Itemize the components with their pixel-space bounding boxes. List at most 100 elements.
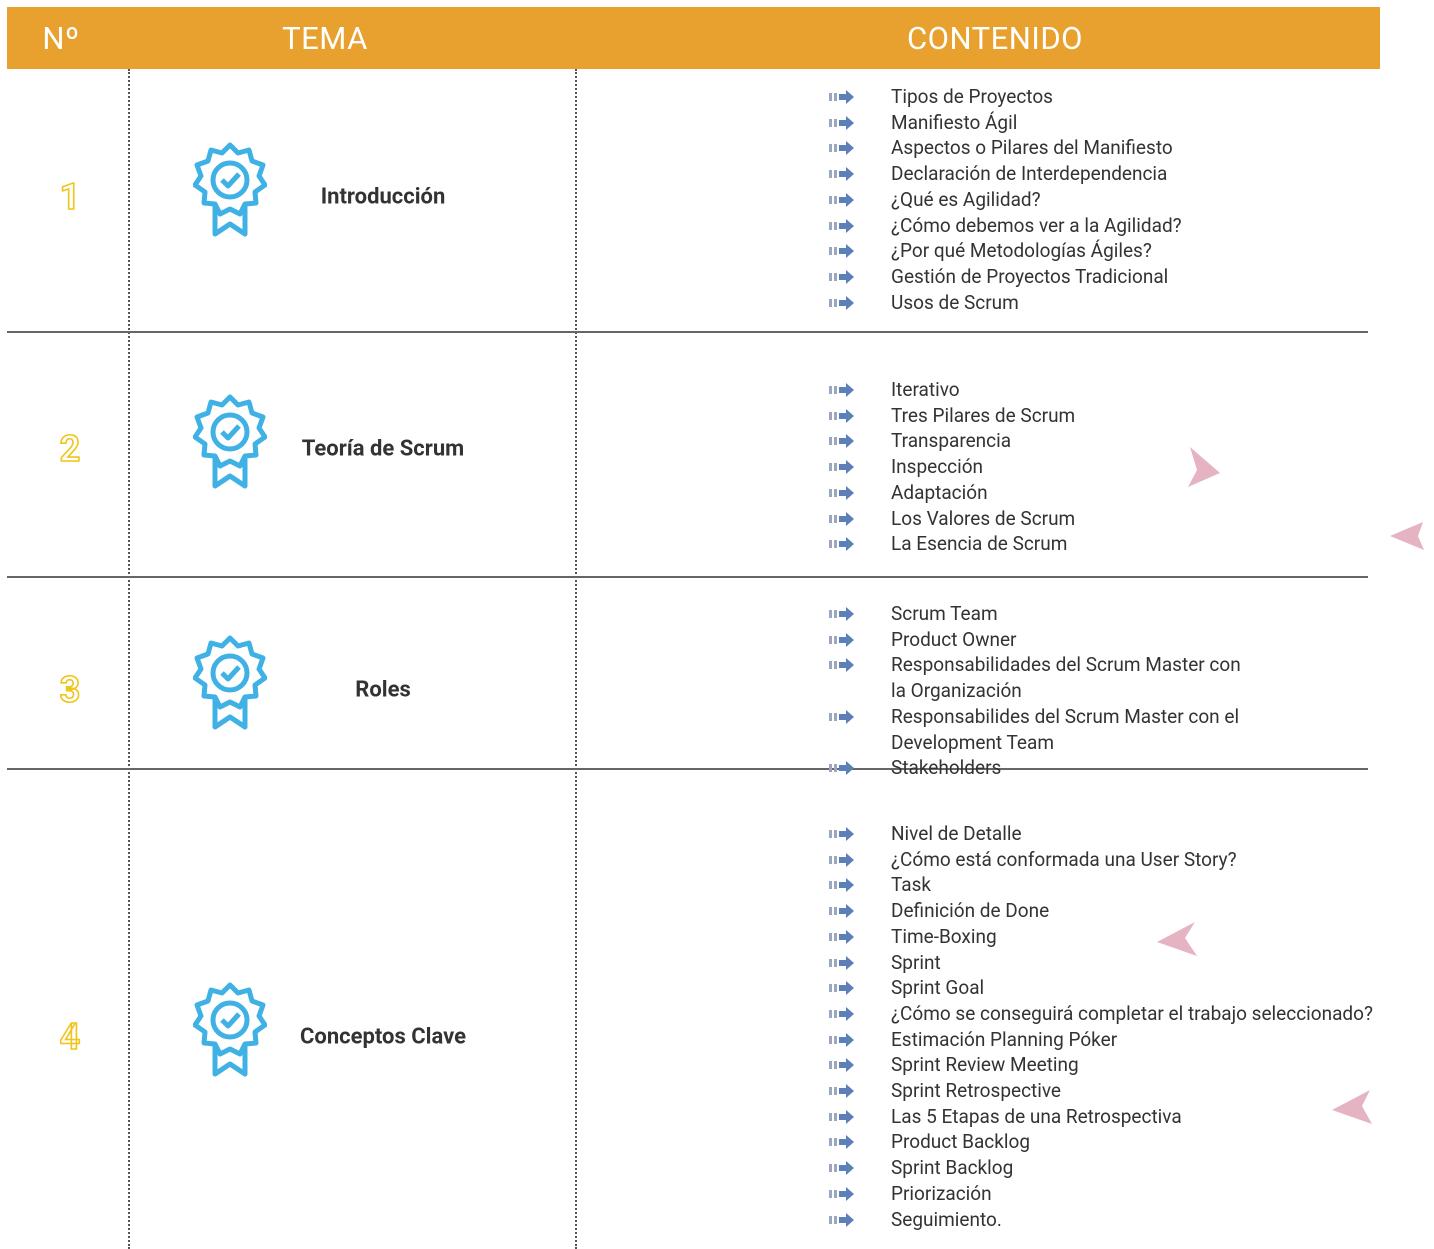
content-item: Scrum Team — [891, 602, 998, 625]
decoration — [1332, 1090, 1372, 1124]
bullet-icon — [829, 486, 859, 500]
bullet-icon — [829, 244, 859, 258]
badge-icon — [193, 635, 267, 731]
content-item: Manifiesto Ágil — [891, 110, 1018, 134]
row-separator — [7, 768, 1368, 770]
bullet-icon — [829, 878, 859, 892]
row-number: 1 — [59, 175, 81, 219]
row-topic: Roles — [355, 677, 411, 703]
row-number: 2 — [59, 427, 81, 471]
bullet-icon — [829, 141, 859, 155]
bullet-icon — [829, 296, 859, 310]
content-item: Definición de Done — [891, 899, 1050, 923]
column-divider — [575, 69, 577, 1249]
bullet-icon — [829, 167, 859, 181]
content-item: Usos de Scrum — [891, 290, 1019, 314]
content-item: Iterativo — [891, 378, 960, 401]
bullet-icon — [829, 1110, 859, 1124]
content-item: Priorización — [891, 1181, 992, 1205]
content-item: Sprint Goal — [891, 976, 985, 1000]
bullet-icon — [829, 607, 859, 621]
content-item: Responsabilides del Scrum Master con el … — [891, 704, 1240, 754]
bullet-icon — [829, 90, 859, 104]
content-item: Responsabilidades del Scrum Master con l… — [891, 653, 1241, 703]
content-item: Sprint Review Meeting — [891, 1053, 1079, 1077]
content-item: Aspectos o Pilares del Manifiesto — [891, 136, 1173, 160]
bullet-icon — [829, 827, 859, 841]
bullet-icon — [829, 1187, 859, 1201]
content-item: Los Valores de Scrum — [891, 506, 1076, 530]
bullet-icon — [829, 383, 859, 397]
decoration — [1188, 447, 1220, 487]
content-item: Adaptación — [891, 480, 988, 504]
bullet-icon — [829, 1058, 859, 1072]
row-topic: Introducción — [320, 184, 446, 210]
decoration — [1157, 922, 1197, 956]
badge-icon — [193, 142, 267, 238]
content-item: Sprint — [891, 950, 941, 974]
bullet-icon — [829, 512, 859, 526]
bullet-icon — [829, 270, 859, 284]
row-number: 3 — [59, 668, 81, 712]
row-topic: Teoría de Scrum — [301, 436, 465, 462]
bullet-icon — [829, 710, 859, 724]
content-item: Estimación Planning Póker — [891, 1027, 1118, 1051]
content-item: ¿Por qué Metodologías Ágiles? — [891, 239, 1152, 263]
decoration — [1390, 522, 1424, 550]
bullet-icon — [829, 116, 859, 130]
bullet-icon — [829, 981, 859, 995]
content-item: Transparencia — [891, 429, 1012, 453]
content-item: Sprint Retrospective — [891, 1079, 1062, 1102]
content-item: Tipos de Proyectos — [891, 85, 1053, 108]
content-item: ¿Cómo se conseguirá completar el trabajo… — [891, 1001, 1373, 1025]
bullet-icon — [829, 761, 859, 775]
bullet-icon — [829, 853, 859, 867]
bullet-icon — [829, 219, 859, 233]
row-separator — [7, 576, 1368, 578]
bullet-icon — [829, 434, 859, 448]
content-item: Gestión de Proyectos Tradicional — [891, 264, 1169, 288]
bullet-icon — [829, 537, 859, 551]
bullet-icon — [829, 956, 859, 970]
bullet-icon — [829, 633, 859, 647]
bullet-icon — [829, 1007, 859, 1021]
row-topic: Conceptos Clave — [300, 1024, 466, 1050]
bullet-icon — [829, 460, 859, 474]
content-item: Las 5 Etapas de una Retrospectiva — [891, 1104, 1182, 1128]
content-item: ¿Qué es Agilidad? — [891, 187, 1041, 211]
content-item: La Esencia de Scrum — [891, 532, 1068, 556]
bullet-icon — [829, 409, 859, 423]
row-number: 4 — [59, 1015, 81, 1059]
row-separator — [7, 331, 1368, 333]
content-item: Seguimiento. — [891, 1207, 1002, 1231]
bullet-icon — [829, 1135, 859, 1149]
content-item: Sprint Backlog — [891, 1156, 1014, 1180]
bullet-icon — [829, 1161, 859, 1175]
column-divider — [128, 69, 130, 1249]
content-item: Product Backlog — [891, 1130, 1031, 1154]
badge-icon — [193, 394, 267, 490]
bullet-icon — [829, 658, 859, 672]
content-item: Stakeholders — [891, 756, 1002, 780]
content-item: Tres Pilares de Scrum — [891, 403, 1076, 427]
bullet-icon — [829, 1213, 859, 1227]
content-item: ¿Cómo debemos ver a la Agilidad? — [891, 213, 1182, 237]
content-item: ¿Cómo está conformada una User Story? — [891, 847, 1237, 871]
bullet-icon — [829, 930, 859, 944]
content-item: Declaración de Interdependencia — [891, 162, 1168, 186]
content-item: Product Owner — [891, 627, 1017, 651]
header-number: Nº — [42, 20, 80, 57]
content-item: Task — [891, 873, 932, 897]
content-item: Inspección — [891, 455, 984, 479]
bullet-icon — [829, 1084, 859, 1098]
content-item: Nivel de Detalle — [891, 822, 1022, 845]
header-topic: TEMA — [282, 20, 368, 57]
header-content: CONTENIDO — [906, 20, 1084, 57]
bullet-icon — [829, 193, 859, 207]
bullet-icon — [829, 1033, 859, 1047]
badge-icon — [193, 982, 267, 1078]
header-bar: Nº TEMA CONTENIDO — [7, 7, 1380, 69]
content-item: Time-Boxing — [891, 924, 997, 948]
